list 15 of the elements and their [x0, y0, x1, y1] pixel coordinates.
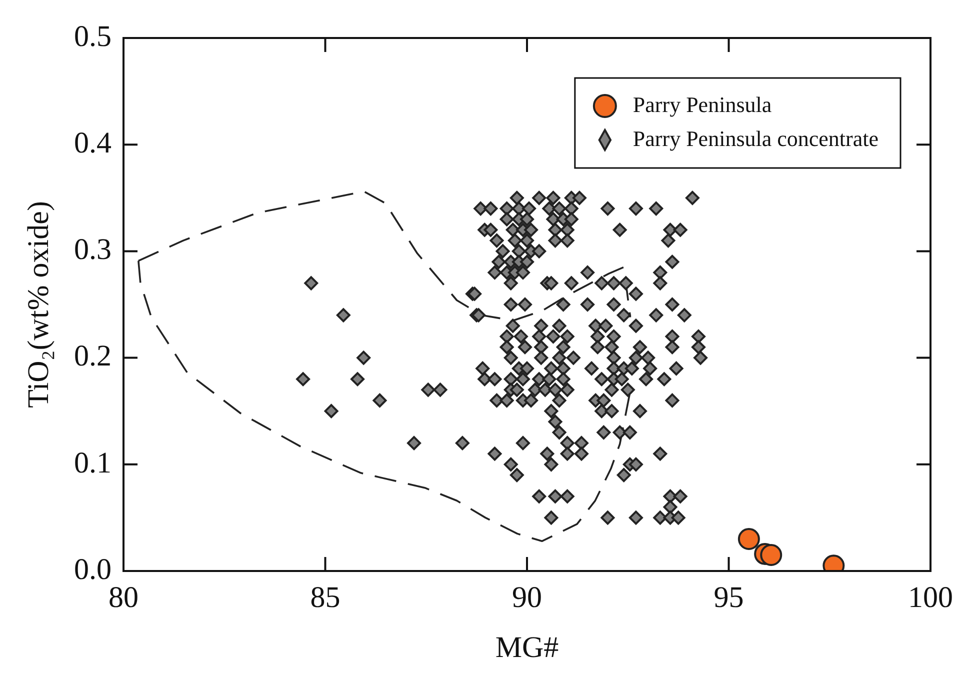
y-tick-label: 0.4 [74, 126, 112, 160]
x-axis-title: MG# [495, 630, 559, 664]
x-tick-label: 95 [714, 580, 744, 614]
y-tick-label: 0.1 [74, 446, 112, 480]
x-tick-label: 80 [108, 580, 138, 614]
x-tick-label: 100 [908, 580, 953, 614]
y-tick-label: 0.3 [74, 233, 112, 266]
y-axis-title: TiO₂(wt% oxide) [22, 201, 55, 408]
x-tick-label: 90 [512, 580, 542, 614]
y-tick-label: 0.5 [74, 20, 112, 53]
x-tick-label: 85 [310, 580, 340, 614]
legend-label: Parry Peninsula concentrate [632, 126, 878, 151]
y-tick-label: 0.2 [74, 340, 112, 373]
legend-label: Parry Peninsula [632, 92, 772, 117]
y-tick-label: 0.0 [74, 552, 112, 586]
